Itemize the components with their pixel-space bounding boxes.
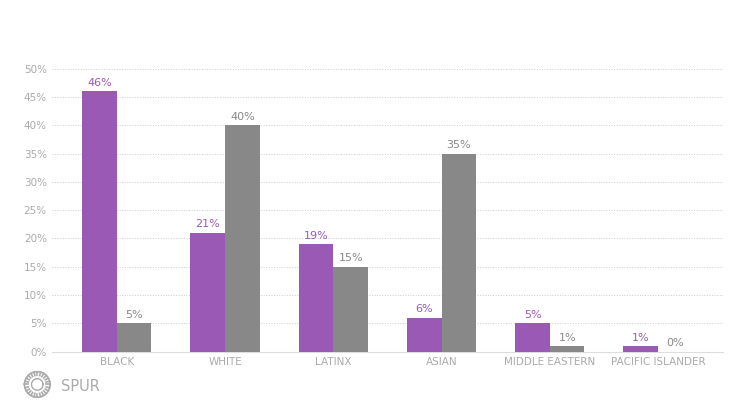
Bar xyxy=(550,346,584,352)
Text: 6%: 6% xyxy=(415,304,433,315)
Text: 46%: 46% xyxy=(87,78,112,88)
Text: 15%: 15% xyxy=(338,254,363,263)
Text: 1%: 1% xyxy=(559,333,576,343)
Bar xyxy=(334,267,368,352)
Text: 35%: 35% xyxy=(446,140,471,150)
Bar xyxy=(515,324,550,352)
Bar xyxy=(441,153,476,352)
Bar xyxy=(190,233,225,352)
Bar xyxy=(82,91,117,352)
Bar xyxy=(117,324,151,352)
Text: 0%: 0% xyxy=(666,338,684,348)
Bar xyxy=(407,318,441,352)
Text: 19%: 19% xyxy=(303,231,328,241)
Text: SPUR: SPUR xyxy=(61,379,100,394)
Bar xyxy=(225,125,260,352)
Text: 40%: 40% xyxy=(230,112,255,122)
Bar xyxy=(299,244,334,352)
Bar xyxy=(624,346,658,352)
Text: 21%: 21% xyxy=(196,219,220,229)
Text: 5%: 5% xyxy=(125,310,143,320)
Text: 1%: 1% xyxy=(632,333,649,343)
Text: 5%: 5% xyxy=(524,310,541,320)
